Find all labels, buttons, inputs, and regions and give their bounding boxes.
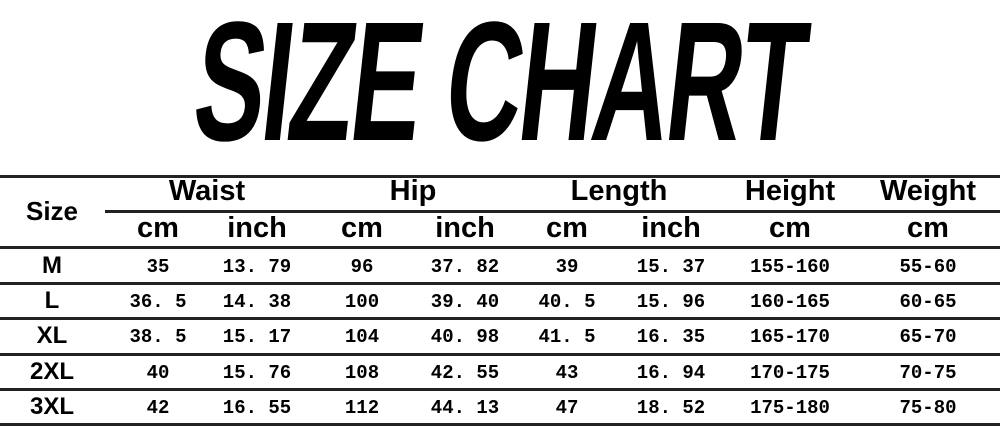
table-cell: 175-180 [750, 397, 830, 419]
size-label: XL [36, 322, 68, 349]
row-divider [105, 210, 1000, 213]
table-cell: 104 [344, 326, 380, 348]
unit-header: cm [769, 212, 811, 244]
table-cell: 108 [344, 362, 380, 384]
table-cell: 38. 5 [129, 326, 187, 348]
table-cell: 100 [344, 291, 380, 313]
table-cell: 65-70 [899, 326, 957, 348]
table-cell: 41. 5 [538, 326, 596, 348]
unit-header: cm [546, 212, 588, 244]
table-cell: 16. 35 [636, 326, 706, 348]
table-cell: 112 [344, 397, 380, 419]
table-cell: 14. 38 [222, 291, 292, 313]
table-cell: 15. 96 [636, 291, 706, 313]
table-cell: 39 [555, 256, 579, 278]
table-cell: 40. 5 [538, 291, 596, 313]
table-cell: 13. 79 [222, 256, 292, 278]
table-cell: 15. 76 [222, 362, 292, 384]
table-cell: 42 [146, 397, 170, 419]
size-label: 3XL [29, 393, 75, 420]
row-divider [0, 282, 1000, 285]
column-group-header: Length [570, 175, 668, 207]
table-cell: 55-60 [899, 256, 957, 278]
column-group-header: Height [744, 175, 836, 207]
table-cell: 37. 82 [430, 256, 500, 278]
table-cell: 42. 55 [430, 362, 500, 384]
table-cell: 36. 5 [129, 291, 187, 313]
table-cell: 170-175 [750, 362, 830, 384]
row-divider [0, 423, 1000, 426]
table-cell: 40. 98 [430, 326, 500, 348]
unit-header: cm [137, 212, 179, 244]
column-group-header: Weight [879, 175, 977, 207]
table-cell: 16. 94 [636, 362, 706, 384]
column-group-header: Hip [389, 175, 437, 207]
table-cell: 15. 37 [636, 256, 706, 278]
table-cell: 16. 55 [222, 397, 292, 419]
table-cell: 60-65 [899, 291, 957, 313]
unit-header: inch [227, 212, 287, 244]
unit-header: cm [907, 212, 949, 244]
table-cell: 155-160 [750, 256, 830, 278]
row-divider [0, 175, 1000, 178]
table-cell: 160-165 [750, 291, 830, 313]
unit-header: inch [641, 212, 701, 244]
table-cell: 39. 40 [430, 291, 500, 313]
table-cell: 35 [146, 256, 170, 278]
table-cell: 18. 52 [636, 397, 706, 419]
column-group-header: Waist [168, 175, 246, 207]
table-cell: 75-80 [899, 397, 957, 419]
size-header: Size [25, 196, 79, 226]
row-divider [0, 246, 1000, 249]
unit-header: cm [341, 212, 383, 244]
table-cell: 47 [555, 397, 579, 419]
page-title: SIZE CHART [185, 0, 815, 177]
size-label: M [42, 252, 62, 279]
table-cell: 44. 13 [430, 397, 500, 419]
size-label: 2XL [29, 358, 75, 385]
table-cell: 40 [146, 362, 170, 384]
table-cell: 15. 17 [222, 326, 292, 348]
row-divider [0, 388, 1000, 391]
row-divider [0, 317, 1000, 320]
row-divider [0, 353, 1000, 356]
unit-header: inch [435, 212, 495, 244]
size-label: L [44, 287, 60, 314]
table-cell: 70-75 [899, 362, 957, 384]
table-cell: 96 [350, 256, 374, 278]
table-cell: 43 [555, 362, 579, 384]
table-cell: 165-170 [750, 326, 830, 348]
